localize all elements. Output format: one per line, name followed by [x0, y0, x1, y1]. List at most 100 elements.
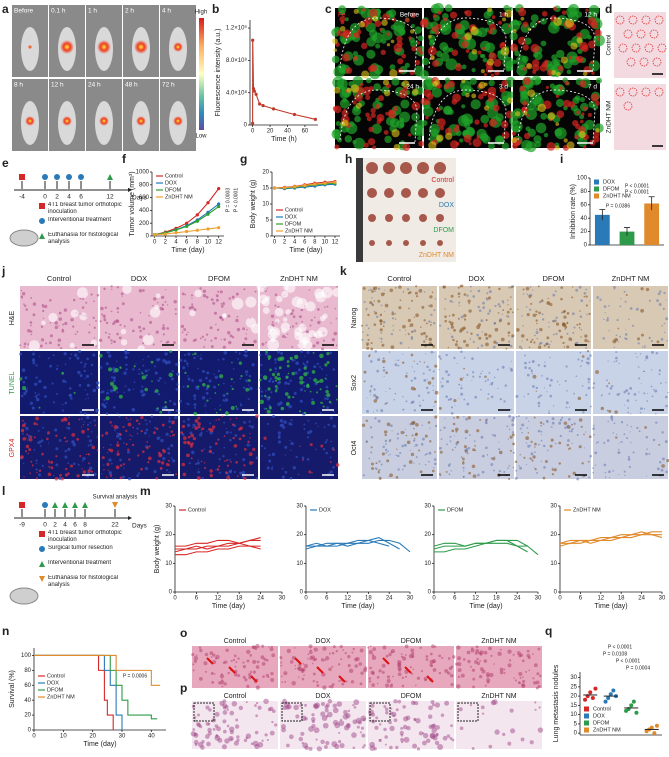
texture: [106, 391, 109, 395]
texture: [537, 401, 541, 405]
texture: [665, 404, 668, 408]
texture: [210, 345, 214, 349]
texture: [108, 333, 111, 336]
texture: [171, 369, 174, 373]
texture: [521, 340, 523, 342]
texture: [594, 100, 600, 106]
texture: [82, 456, 86, 461]
texture: [460, 384, 462, 386]
texture: [249, 432, 251, 435]
texture: [335, 385, 338, 388]
texture: [537, 364, 540, 367]
texture: [426, 365, 429, 369]
texture: [80, 361, 83, 364]
texture: [340, 36, 349, 45]
texture: [226, 724, 230, 728]
texture: [383, 366, 385, 368]
texture: [189, 431, 193, 435]
texture: [440, 475, 442, 477]
texture: [254, 290, 257, 293]
texture: [540, 430, 543, 433]
metastasis-mark: [623, 101, 633, 111]
texture: [422, 372, 425, 375]
texture: [281, 475, 285, 479]
texture: [389, 438, 392, 442]
row-label: TUNEL: [9, 371, 16, 394]
texture: [206, 741, 211, 747]
marker-icon: [39, 576, 45, 582]
texture: [407, 332, 409, 334]
texture: [225, 427, 228, 430]
metastasis-mark: [636, 29, 646, 39]
texture: [486, 297, 489, 301]
texture: [56, 364, 59, 367]
texture: [477, 346, 479, 349]
texture: [390, 118, 400, 128]
texture: [428, 141, 437, 150]
texture: [560, 297, 563, 301]
texture: [308, 726, 314, 732]
image-tile: [439, 416, 514, 479]
texture: [528, 420, 530, 422]
texture: [271, 452, 276, 457]
texture: [434, 364, 438, 368]
texture: [476, 135, 481, 139]
texture: [444, 700, 450, 706]
texture: [373, 393, 377, 397]
texture: [613, 346, 616, 349]
texture: [423, 291, 426, 293]
texture: [482, 301, 485, 305]
texture: [551, 421, 555, 425]
texture: [119, 323, 122, 326]
texture: [531, 338, 534, 341]
texture: [214, 408, 216, 410]
texture: [370, 112, 376, 119]
y-tick-label: 40: [580, 216, 587, 222]
texture: [76, 474, 80, 478]
texture: [485, 446, 488, 450]
texture: [242, 458, 246, 462]
texture: [480, 344, 484, 347]
texture: [342, 713, 349, 720]
texture: [87, 444, 90, 447]
texture: [503, 668, 506, 671]
texture: [511, 418, 515, 422]
texture: [585, 288, 588, 291]
data-point: [206, 227, 210, 231]
texture: [257, 741, 264, 748]
texture: [507, 467, 509, 469]
texture: [440, 713, 445, 717]
panel-letter: j: [1, 264, 5, 278]
texture: [175, 387, 179, 391]
group-label: Control: [606, 34, 613, 56]
texture: [548, 326, 550, 328]
texture: [643, 407, 646, 410]
timeline-arrow: [128, 516, 132, 520]
texture: [197, 385, 200, 388]
texture: [463, 356, 466, 359]
texture: [301, 336, 309, 343]
texture: [205, 376, 208, 380]
texture: [423, 319, 426, 322]
texture: [580, 445, 582, 447]
texture: [256, 388, 259, 390]
panel-letter: b: [212, 2, 219, 16]
texture: [183, 353, 186, 356]
texture: [332, 707, 339, 714]
texture: [378, 469, 380, 472]
texture: [329, 416, 334, 420]
texture: [25, 308, 29, 311]
texture: [324, 708, 329, 713]
texture: [152, 431, 156, 435]
x-tick-label: 0: [304, 596, 308, 602]
texture: [119, 464, 123, 467]
texture: [409, 422, 413, 426]
texture: [461, 40, 469, 48]
x-tick-label: 40: [284, 129, 291, 135]
metastasis-mark: [626, 57, 636, 67]
texture: [535, 310, 538, 313]
texture: [534, 708, 537, 711]
y-tick-label: 30: [424, 504, 431, 510]
texture: [64, 321, 68, 326]
texture: [142, 334, 154, 346]
